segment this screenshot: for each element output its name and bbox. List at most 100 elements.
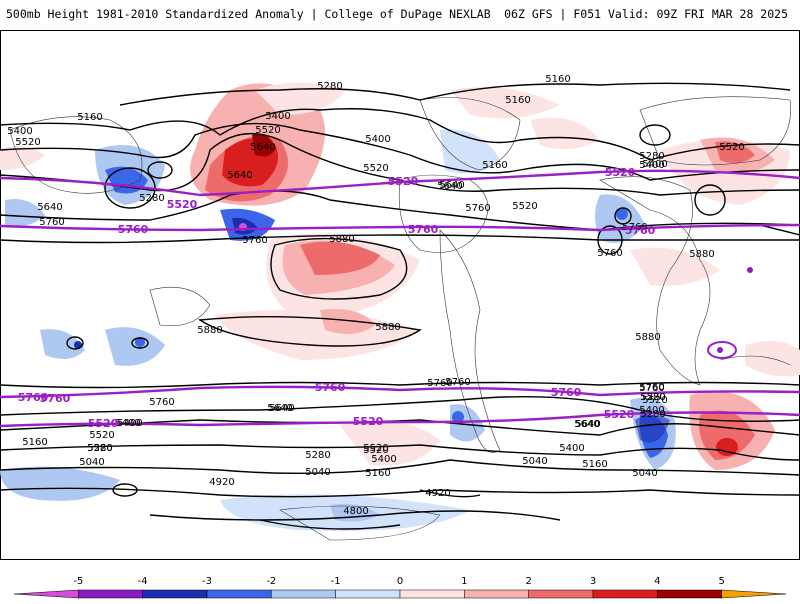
highlight-label: 5760 [408, 223, 439, 236]
weather-map: 5280 5160 5160 5400 5520 5160 5400 5400 … [0, 30, 800, 560]
legend-tick-label: -3 [202, 576, 212, 587]
legend-tick-label: -4 [138, 576, 148, 587]
contour-label: 5280 [640, 392, 665, 403]
contour-label: 5640 [439, 180, 464, 191]
contour-label: 5880 [689, 249, 714, 260]
contour-label: 5760 [639, 382, 664, 393]
contour-label: 5280 [139, 193, 164, 204]
contour-label: 5520 [642, 395, 667, 406]
contour-label: 5520 [255, 125, 280, 136]
contour-label: 5160 [482, 160, 507, 171]
legend-swatch [657, 589, 722, 599]
contour-label: 5280 [317, 81, 342, 92]
contour-label: 4920 [209, 477, 234, 488]
contour-label: 5040 [305, 467, 330, 478]
highlight-label: 5760 [118, 223, 149, 236]
contour-label: 5280 [639, 151, 664, 162]
contour-label: 5520 [640, 392, 665, 403]
contour-label: 5640 [437, 181, 462, 192]
legend-tick-label: 2 [525, 576, 531, 587]
legend-swatch [399, 589, 465, 599]
legend-tick-label: 5 [718, 576, 724, 587]
contour-label: 5520 [363, 163, 388, 174]
legend-swatch [721, 589, 787, 599]
contour-label: 5760 [39, 217, 64, 228]
contour-label: 5160 [365, 468, 390, 479]
contour-label: 5640 [250, 142, 275, 153]
legend-swatch [142, 589, 208, 599]
run-info: 06Z GFS | F051 Valid: 09Z FRI MAR 28 202… [504, 7, 788, 21]
contour-label: 5400 [265, 111, 290, 122]
legend-canvas: -5 -4 -3 -2 -1 0 1 2 3 4 5 [13, 576, 787, 599]
contour-label: 5640 [227, 170, 252, 181]
highlight-label: 5760 [625, 224, 656, 237]
contour-label: 5760 [465, 203, 490, 214]
legend-swatch [464, 589, 529, 599]
highlight-label: 5520 [388, 175, 419, 188]
contour-label: 5760 [597, 248, 622, 259]
contour-label: 5280 [305, 450, 330, 461]
color-legend: -5 -4 -3 -2 -1 0 1 2 3 4 5 [0, 560, 800, 600]
contour-label: 5640 [37, 202, 62, 213]
contour-label: 5880 [635, 332, 660, 343]
contour-label: 5400 [639, 405, 664, 416]
contour-label: 5520 [512, 201, 537, 212]
coastlines [9, 96, 791, 541]
highlight-label: 5760 [315, 381, 346, 394]
legend-swatch [206, 589, 272, 599]
anomaly-shading [0, 82, 800, 531]
contour-label: 5400 [117, 418, 142, 429]
header: 500mb Height 1981-2010 Standardized Anom… [0, 0, 800, 30]
contour-label: 5880 [375, 322, 400, 333]
legend-bar [13, 589, 787, 599]
highlight-label: 5760 [551, 386, 582, 399]
legend-tick-label: -5 [73, 576, 83, 587]
contour-label: 5880 [329, 234, 354, 245]
contour-label: 5760 [445, 377, 470, 388]
contour-label: 5400 [371, 454, 396, 465]
contour-label: 5520 [363, 443, 388, 454]
contour-label: 5040 [522, 456, 547, 467]
highlight-label: 5760 [40, 392, 71, 405]
contour-label: 5760 [427, 378, 452, 389]
contour-label: 5280 [640, 409, 665, 420]
contour-label: 5040 [79, 457, 104, 468]
contour-label: 5640 [575, 419, 600, 430]
legend-tick-label: -2 [266, 576, 276, 587]
contour-label: 5160 [505, 95, 530, 106]
height-contours [0, 82, 800, 530]
contour-label: 5880 [197, 325, 222, 336]
highlight-label: 5760 [18, 391, 49, 404]
contour-labels: 5280 5160 5160 5400 5520 5160 5400 5400 … [7, 74, 744, 517]
contour-label: 5520 [719, 142, 744, 153]
contour-label: 5160 [77, 112, 102, 123]
legend-swatch [13, 589, 79, 599]
contour-label: 5040 [632, 468, 657, 479]
legend-ticks: -5 -4 -3 -2 -1 0 1 2 3 4 5 [73, 576, 725, 587]
contour-label: 5160 [582, 459, 607, 470]
contour-label: 5400 [639, 160, 664, 171]
legend-tick-label: 4 [654, 576, 660, 587]
contour-label: 5400 [365, 134, 390, 145]
legend-swatch [592, 589, 658, 599]
contour-label: 5160 [545, 74, 570, 85]
contour-label: 4800 [343, 506, 368, 517]
contour-label: 5760 [639, 383, 664, 394]
contour-label: 5760 [622, 222, 647, 233]
map-title: 500mb Height 1981-2010 Standardized Anom… [6, 7, 491, 21]
highlight-label: 5520 [88, 417, 119, 430]
contour-label: 5400 [642, 159, 667, 170]
contour-label: 5520 [89, 430, 114, 441]
contour-label: 5400 [559, 443, 584, 454]
highlight-labels: 5520 5520 5520 5760 5760 5760 5760 5760 … [18, 166, 656, 430]
contour-label: 5520 [15, 137, 40, 148]
contour-label: 5640 [269, 403, 294, 414]
contour-label: 5520 [363, 445, 388, 456]
highlight-contours [0, 169, 800, 428]
map-frame [0, 30, 800, 560]
legend-tick-label: 0 [397, 576, 403, 587]
contour-label: 5160 [22, 437, 47, 448]
legend-tick-label: -1 [331, 576, 341, 587]
legend-swatch [271, 589, 336, 599]
contour-label: 5760 [149, 397, 174, 408]
